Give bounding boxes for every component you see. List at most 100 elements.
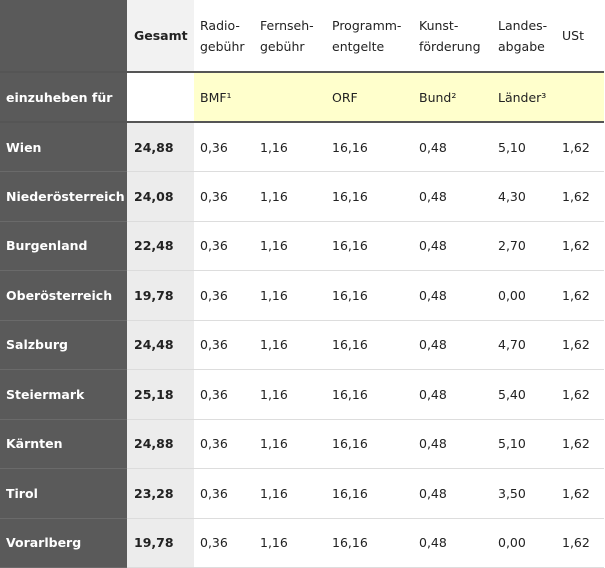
header-landes-line1: Landes- — [498, 17, 548, 33]
row-ust: 1,62 — [556, 468, 604, 519]
subheader-ust — [556, 71, 604, 123]
header-ust: USt — [562, 28, 584, 43]
table-row: Wien 24,88 0,36 1,16 16,16 0,48 5,10 1,6… — [0, 122, 604, 172]
table-row: Oberösterreich 19,78 0,36 1,16 16,16 0,4… — [0, 270, 604, 321]
table-row: Vorarlberg 19,78 0,36 1,16 16,16 0,48 0,… — [0, 518, 604, 568]
row-ust: 1,62 — [556, 122, 604, 172]
header-radio: Radio- gebühr — [194, 0, 254, 72]
subheader-landes: Länder³ — [492, 71, 556, 123]
row-land: Tirol — [0, 468, 127, 519]
row-landes: 0,00 — [492, 270, 556, 321]
header-landes-line2: abgabe — [498, 38, 545, 54]
header-programm-line2: entgelte — [332, 38, 385, 54]
row-radio: 0,36 — [194, 221, 254, 271]
table-row: Salzburg 24,48 0,36 1,16 16,16 0,48 4,70… — [0, 320, 604, 370]
table-row: Tirol 23,28 0,36 1,16 16,16 0,48 3,50 1,… — [0, 468, 604, 519]
row-radio: 0,36 — [194, 369, 254, 420]
row-landes: 5,10 — [492, 122, 556, 172]
row-kunst: 0,48 — [413, 419, 492, 469]
table-row: Burgenland 22,48 0,36 1,16 16,16 0,48 2,… — [0, 221, 604, 271]
table-row: Niederösterreich 24,08 0,36 1,16 16,16 0… — [0, 171, 604, 222]
row-kunst: 0,48 — [413, 221, 492, 271]
row-gesamt: 19,78 — [127, 270, 194, 321]
header-corner — [0, 0, 127, 72]
row-fernseh: 1,16 — [254, 221, 326, 271]
row-kunst: 0,48 — [413, 320, 492, 370]
row-radio: 0,36 — [194, 270, 254, 321]
row-ust: 1,62 — [556, 320, 604, 370]
row-radio: 0,36 — [194, 122, 254, 172]
row-kunst: 0,48 — [413, 122, 492, 172]
header-fernseh-line1: Fernseh- — [260, 17, 314, 33]
row-gesamt: 23,28 — [127, 468, 194, 519]
row-ust: 1,62 — [556, 419, 604, 469]
row-landes: 3,50 — [492, 468, 556, 519]
row-ust: 1,62 — [556, 518, 604, 568]
row-programm: 16,16 — [326, 518, 413, 568]
row-fernseh: 1,16 — [254, 270, 326, 321]
row-gesamt: 22,48 — [127, 221, 194, 271]
row-kunst: 0,48 — [413, 171, 492, 222]
header-gesamt: Gesamt — [127, 0, 194, 72]
row-fernseh: 1,16 — [254, 320, 326, 370]
subheader-gesamt — [127, 71, 194, 123]
row-gesamt: 24,48 — [127, 320, 194, 370]
row-gesamt: 19,78 — [127, 518, 194, 568]
row-fernseh: 1,16 — [254, 122, 326, 172]
row-radio: 0,36 — [194, 320, 254, 370]
row-programm: 16,16 — [326, 171, 413, 222]
row-kunst: 0,48 — [413, 468, 492, 519]
header-radio-line1: Radio- — [200, 17, 240, 33]
row-land: Kärnten — [0, 419, 127, 469]
row-landes: 5,10 — [492, 419, 556, 469]
header-row: Gesamt Radio- gebühr Fernseh- gebühr Pro… — [0, 0, 604, 72]
row-kunst: 0,48 — [413, 369, 492, 420]
header-kunst-line2: förderung — [419, 38, 481, 54]
row-fernseh: 1,16 — [254, 518, 326, 568]
row-land: Niederösterreich — [0, 171, 127, 222]
header-programm: Programm- entgelte — [326, 0, 413, 72]
header-kunst: Kunst- förderung — [413, 0, 492, 72]
header-landes: Landes- abgabe — [492, 0, 556, 72]
subheader-kunst: Bund² — [413, 71, 492, 123]
table-row: Kärnten 24,88 0,36 1,16 16,16 0,48 5,10 … — [0, 419, 604, 469]
row-gesamt: 24,08 — [127, 171, 194, 222]
header-programm-line1: Programm- — [332, 17, 402, 33]
header-kunst-line1: Kunst- — [419, 17, 459, 33]
subheader-row: einzuheben für BMF¹ ORF Bund² Länder³ — [0, 71, 604, 123]
row-radio: 0,36 — [194, 171, 254, 222]
row-programm: 16,16 — [326, 320, 413, 370]
row-gesamt: 25,18 — [127, 369, 194, 420]
row-programm: 16,16 — [326, 270, 413, 321]
subheader-programm: ORF — [326, 71, 413, 123]
row-landes: 4,70 — [492, 320, 556, 370]
row-land: Steiermark — [0, 369, 127, 420]
table-row: Steiermark 25,18 0,36 1,16 16,16 0,48 5,… — [0, 369, 604, 420]
subheader-fernseh — [254, 71, 326, 123]
row-gesamt: 24,88 — [127, 122, 194, 172]
row-kunst: 0,48 — [413, 518, 492, 568]
row-programm: 16,16 — [326, 221, 413, 271]
row-fernseh: 1,16 — [254, 171, 326, 222]
row-kunst: 0,48 — [413, 270, 492, 321]
row-radio: 0,36 — [194, 468, 254, 519]
row-fernseh: 1,16 — [254, 369, 326, 420]
row-landes: 2,70 — [492, 221, 556, 271]
row-landes: 4,30 — [492, 171, 556, 222]
row-radio: 0,36 — [194, 419, 254, 469]
row-ust: 1,62 — [556, 270, 604, 321]
row-land: Salzburg — [0, 320, 127, 370]
header-fernseh: Fernseh- gebühr — [254, 0, 326, 72]
row-fernseh: 1,16 — [254, 419, 326, 469]
row-programm: 16,16 — [326, 468, 413, 519]
row-landes: 5,40 — [492, 369, 556, 420]
row-gesamt: 24,88 — [127, 419, 194, 469]
row-radio: 0,36 — [194, 518, 254, 568]
subheader-label: einzuheben für — [0, 71, 127, 123]
header-radio-line2: gebühr — [200, 38, 245, 54]
row-land: Vorarlberg — [0, 518, 127, 568]
row-ust: 1,62 — [556, 369, 604, 420]
row-programm: 16,16 — [326, 369, 413, 420]
row-ust: 1,62 — [556, 221, 604, 271]
